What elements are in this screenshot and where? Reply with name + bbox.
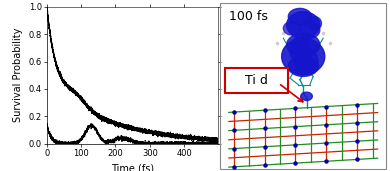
Polygon shape: [284, 22, 300, 35]
FancyBboxPatch shape: [225, 68, 288, 93]
X-axis label: Time (fs): Time (fs): [111, 163, 154, 171]
Polygon shape: [290, 37, 310, 63]
Polygon shape: [301, 92, 312, 100]
Polygon shape: [287, 33, 320, 56]
Text: Ti d: Ti d: [245, 74, 268, 87]
Y-axis label: Survival Probability: Survival Probability: [13, 28, 23, 122]
Polygon shape: [288, 8, 312, 25]
Polygon shape: [288, 56, 318, 76]
Polygon shape: [308, 17, 321, 30]
Polygon shape: [295, 50, 318, 73]
Polygon shape: [300, 22, 320, 38]
Text: 100 fs: 100 fs: [229, 10, 268, 23]
Polygon shape: [287, 12, 320, 38]
Polygon shape: [282, 38, 325, 75]
